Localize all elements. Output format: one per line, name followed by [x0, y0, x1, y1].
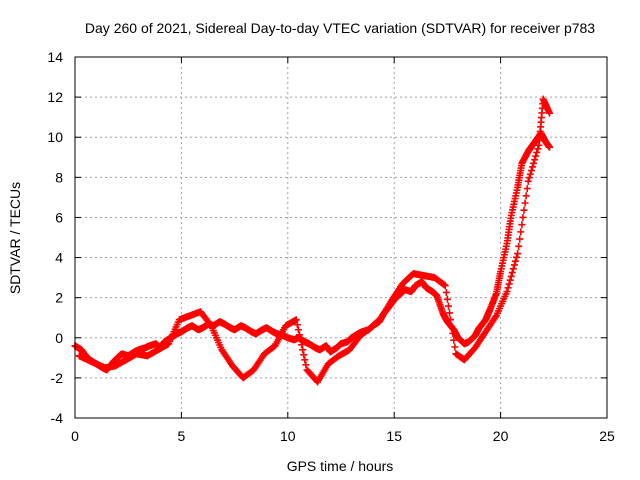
data-points — [71, 95, 554, 386]
data-point — [450, 336, 458, 344]
data-point — [298, 341, 306, 349]
data-point — [520, 206, 528, 214]
data-point — [529, 163, 537, 171]
data-point — [519, 213, 527, 221]
data-point — [513, 253, 521, 261]
data-point — [292, 316, 300, 324]
data-point — [518, 221, 526, 229]
data-point — [546, 143, 554, 151]
data-point — [530, 159, 538, 167]
x-tick-label: 10 — [280, 428, 296, 444]
data-point — [532, 152, 540, 160]
data-point — [534, 145, 542, 153]
data-point — [505, 280, 513, 288]
data-point — [509, 265, 517, 273]
data-point — [293, 321, 301, 329]
y-tick-label: 4 — [55, 250, 63, 266]
data-point — [300, 351, 308, 359]
y-tick-label: 10 — [47, 129, 63, 145]
data-point — [508, 269, 516, 277]
data-point — [299, 346, 307, 354]
x-tick-label: 15 — [386, 428, 402, 444]
data-point — [442, 288, 450, 296]
data-point — [503, 288, 511, 296]
data-point — [446, 309, 454, 317]
y-tick-label: 8 — [55, 169, 63, 185]
data-point — [294, 326, 302, 334]
axis-ticks: 0 5 10 15 20 25 -4 -2 0 2 4 6 8 10 12 14 — [47, 49, 615, 444]
y-tick-label: -4 — [51, 410, 64, 426]
data-point — [515, 242, 523, 250]
data-point — [510, 261, 518, 269]
data-point — [521, 199, 529, 207]
data-point — [206, 320, 214, 328]
data-point — [517, 228, 525, 236]
data-point — [524, 177, 532, 185]
data-point — [449, 329, 457, 337]
grid-lines — [75, 57, 607, 418]
y-tick-label: 2 — [55, 290, 63, 306]
data-point — [302, 361, 310, 369]
data-point — [511, 257, 519, 265]
data-point — [440, 281, 448, 289]
data-point — [523, 185, 531, 193]
data-point — [444, 302, 452, 310]
data-point — [441, 282, 449, 290]
y-axis-label: SDTVAR / TECUs — [7, 182, 23, 294]
data-point — [301, 356, 309, 364]
x-tick-label: 20 — [493, 428, 509, 444]
data-point — [506, 276, 514, 284]
data-point — [531, 156, 539, 164]
data-point — [514, 250, 522, 258]
data-point — [522, 192, 530, 200]
data-point — [525, 174, 533, 182]
data-point — [533, 148, 541, 156]
data-point — [443, 295, 451, 303]
x-tick-label: 25 — [599, 428, 615, 444]
y-tick-label: 12 — [47, 89, 63, 105]
data-point — [296, 331, 304, 339]
data-point — [516, 235, 524, 243]
data-point — [448, 323, 456, 331]
y-tick-label: -2 — [51, 370, 64, 386]
data-point — [526, 170, 534, 178]
x-axis-label: GPS time / hours — [287, 458, 394, 474]
data-point — [504, 284, 512, 292]
data-point — [451, 343, 459, 351]
x-tick-label: 5 — [178, 428, 186, 444]
x-tick-label: 0 — [71, 428, 79, 444]
data-point — [527, 167, 535, 175]
plot-frame — [74, 56, 608, 419]
data-point — [546, 109, 554, 117]
y-tick-label: 0 — [55, 330, 63, 346]
data-point — [297, 336, 305, 344]
data-point — [507, 272, 515, 280]
y-tick-label: 6 — [55, 209, 63, 225]
chart-title: Day 260 of 2021, Sidereal Day-to-day VTE… — [85, 20, 595, 36]
data-point — [447, 316, 455, 324]
y-tick-label: 14 — [47, 49, 63, 65]
